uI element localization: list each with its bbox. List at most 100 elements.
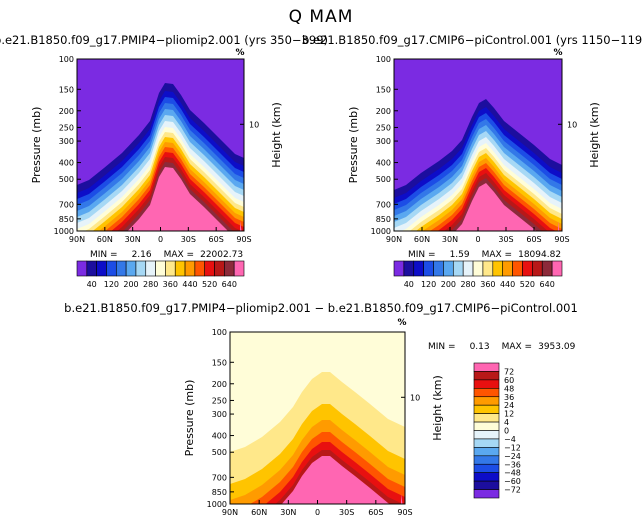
colorbar-label: 120 xyxy=(421,280,436,289)
max-value: 22002.73 xyxy=(200,250,243,260)
min-label: MIN = xyxy=(428,342,456,352)
colorbar-swatch xyxy=(473,463,500,473)
right-axis-label: Height (km) xyxy=(431,375,444,441)
y-tick-label: 850 xyxy=(59,215,74,224)
colorbar-label: 440 xyxy=(500,280,515,289)
y-tick-label: 250 xyxy=(376,123,391,132)
y-tick-label: 200 xyxy=(59,107,74,116)
colorbar-swatch xyxy=(194,260,206,277)
colorbar-label: 640 xyxy=(540,280,555,289)
colorbar-swatch xyxy=(145,260,156,277)
x-tick-label: 30S xyxy=(181,235,196,244)
right-tick-label: 10 xyxy=(567,120,577,129)
y-tick-label: 150 xyxy=(59,85,74,94)
x-tick-label: 60N xyxy=(97,235,113,244)
y-tick-label: 250 xyxy=(59,123,74,132)
colorbar-label: −36 xyxy=(504,460,521,469)
x-tick-label: 90N xyxy=(386,235,402,244)
colorbar-swatch xyxy=(393,260,405,277)
x-tick-label: 30S xyxy=(498,235,513,244)
colorbar-label: 640 xyxy=(222,280,237,289)
colorbar-swatch xyxy=(452,260,464,277)
colorbar-swatch xyxy=(233,260,245,277)
y-tick-label: 500 xyxy=(59,175,74,184)
colorbar-label: 200 xyxy=(441,280,456,289)
right-axis-label: Height (km) xyxy=(270,102,283,168)
x-tick-label: 30S xyxy=(339,508,354,517)
colorbar-swatch xyxy=(532,260,543,277)
colorbar-label: 520 xyxy=(520,280,535,289)
colorbar-swatch xyxy=(473,489,500,499)
y-tick-label: 300 xyxy=(376,137,391,146)
right-tick-label: 10 xyxy=(410,393,420,402)
colorbar-swatch xyxy=(502,260,513,277)
x-axis: 90N 60N 30N 0 30S 60S 90S xyxy=(69,227,252,244)
colorbar-swatch xyxy=(96,260,107,277)
min-value: 1.59 xyxy=(450,250,470,260)
colorbar-label: −48 xyxy=(504,469,521,478)
right-axis: 10 xyxy=(240,120,259,129)
colorbar-swatch xyxy=(433,260,444,277)
colorbar-swatch xyxy=(482,260,494,277)
colorbar-label: 280 xyxy=(143,280,158,289)
y-axis: 100 150 200 250 300 400 500 700 850 1000 xyxy=(54,55,81,236)
y-tick-label: 700 xyxy=(376,200,391,209)
colorbar-label: 360 xyxy=(163,280,178,289)
y-tick-label: 400 xyxy=(212,432,227,441)
panel-difference: b.e21.B1850.f09_g17.PMIP4−pliomip2.001 −… xyxy=(64,301,578,517)
colorbar-label: −4 xyxy=(504,435,516,444)
colorbar-swatch xyxy=(135,260,147,277)
colorbar-swatch xyxy=(86,260,97,277)
y-tick-label: 100 xyxy=(59,55,74,64)
x-axis: 90N 60N 30N 0 30S 60S 90S xyxy=(222,500,413,517)
contour-field xyxy=(394,59,562,231)
colorbar-label: 280 xyxy=(460,280,475,289)
contour-field xyxy=(77,59,244,231)
colorbar-label: −72 xyxy=(504,486,521,495)
colorbar-swatch xyxy=(174,260,186,277)
corner-label: % xyxy=(235,48,244,58)
y-tick-label: 250 xyxy=(212,396,227,405)
y-tick-label: 1000 xyxy=(371,227,391,236)
colorbar-label: 4 xyxy=(504,418,509,427)
colorbar-swatch xyxy=(423,260,434,277)
y-axis-label: Pressure (mb) xyxy=(183,380,196,457)
right-axis: 10 xyxy=(401,393,420,402)
y-tick-label: 850 xyxy=(376,215,391,224)
x-tick-label: 30N xyxy=(125,235,141,244)
corner-label: % xyxy=(553,48,562,58)
panel-picontrol: b.e21.B1850.f09_g17.CMIP6−piControl.001 … xyxy=(302,33,643,289)
x-tick-label: 0 xyxy=(158,235,163,244)
colorbar-swatch xyxy=(473,371,500,381)
x-tick-label: 90N xyxy=(222,508,238,517)
colorbar-swatch xyxy=(413,260,424,277)
colorbar-swatch xyxy=(403,260,415,277)
min-max-stats: MIN = 0.13 MAX = 3953.09 xyxy=(428,342,576,352)
colorbar-swatch xyxy=(541,260,553,277)
panel-pliomip2: b.e21.B1850.f09_g17.PMIP4−pliomip2.001 (… xyxy=(0,33,328,289)
y-tick-label: 150 xyxy=(376,85,391,94)
colorbar-swatch xyxy=(473,438,500,448)
x-tick-label: 90S xyxy=(397,508,412,517)
min-value: 0.13 xyxy=(470,342,490,352)
y-axis: 100 150 200 250 300 400 500 700 850 1000 xyxy=(371,55,398,236)
y-tick-label: 1000 xyxy=(207,500,227,509)
y-tick-label: 200 xyxy=(376,107,391,116)
panel-title: b.e21.B1850.f09_g17.PMIP4−pliomip2.001 (… xyxy=(0,33,328,47)
y-tick-label: 400 xyxy=(59,159,74,168)
colorbar-swatch xyxy=(184,260,196,277)
colorbar-label: −12 xyxy=(504,443,521,452)
colorbar-label: 120 xyxy=(104,280,119,289)
colorbar-swatch xyxy=(473,455,500,465)
y-tick-label: 850 xyxy=(212,488,227,497)
max-label: MAX = xyxy=(482,250,513,260)
colorbar-swatch xyxy=(473,413,500,423)
colorbar-label: 48 xyxy=(504,384,514,393)
y-tick-label: 400 xyxy=(376,159,391,168)
y-axis: 100 150 200 250 300 400 500 700 850 1000 xyxy=(207,328,234,509)
colorbar-swatch xyxy=(76,260,88,277)
right-axis-label: Height (km) xyxy=(588,102,601,168)
y-axis-label: Pressure (mb) xyxy=(30,107,43,184)
x-tick-label: 60S xyxy=(526,235,541,244)
